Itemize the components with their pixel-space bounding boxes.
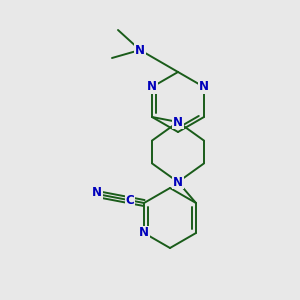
- Text: N: N: [139, 226, 149, 239]
- Text: N: N: [173, 116, 183, 128]
- Text: N: N: [135, 44, 145, 56]
- Text: N: N: [92, 187, 102, 200]
- Text: N: N: [147, 80, 157, 94]
- Text: N: N: [199, 80, 209, 94]
- Text: N: N: [173, 176, 183, 188]
- Text: C: C: [126, 194, 134, 206]
